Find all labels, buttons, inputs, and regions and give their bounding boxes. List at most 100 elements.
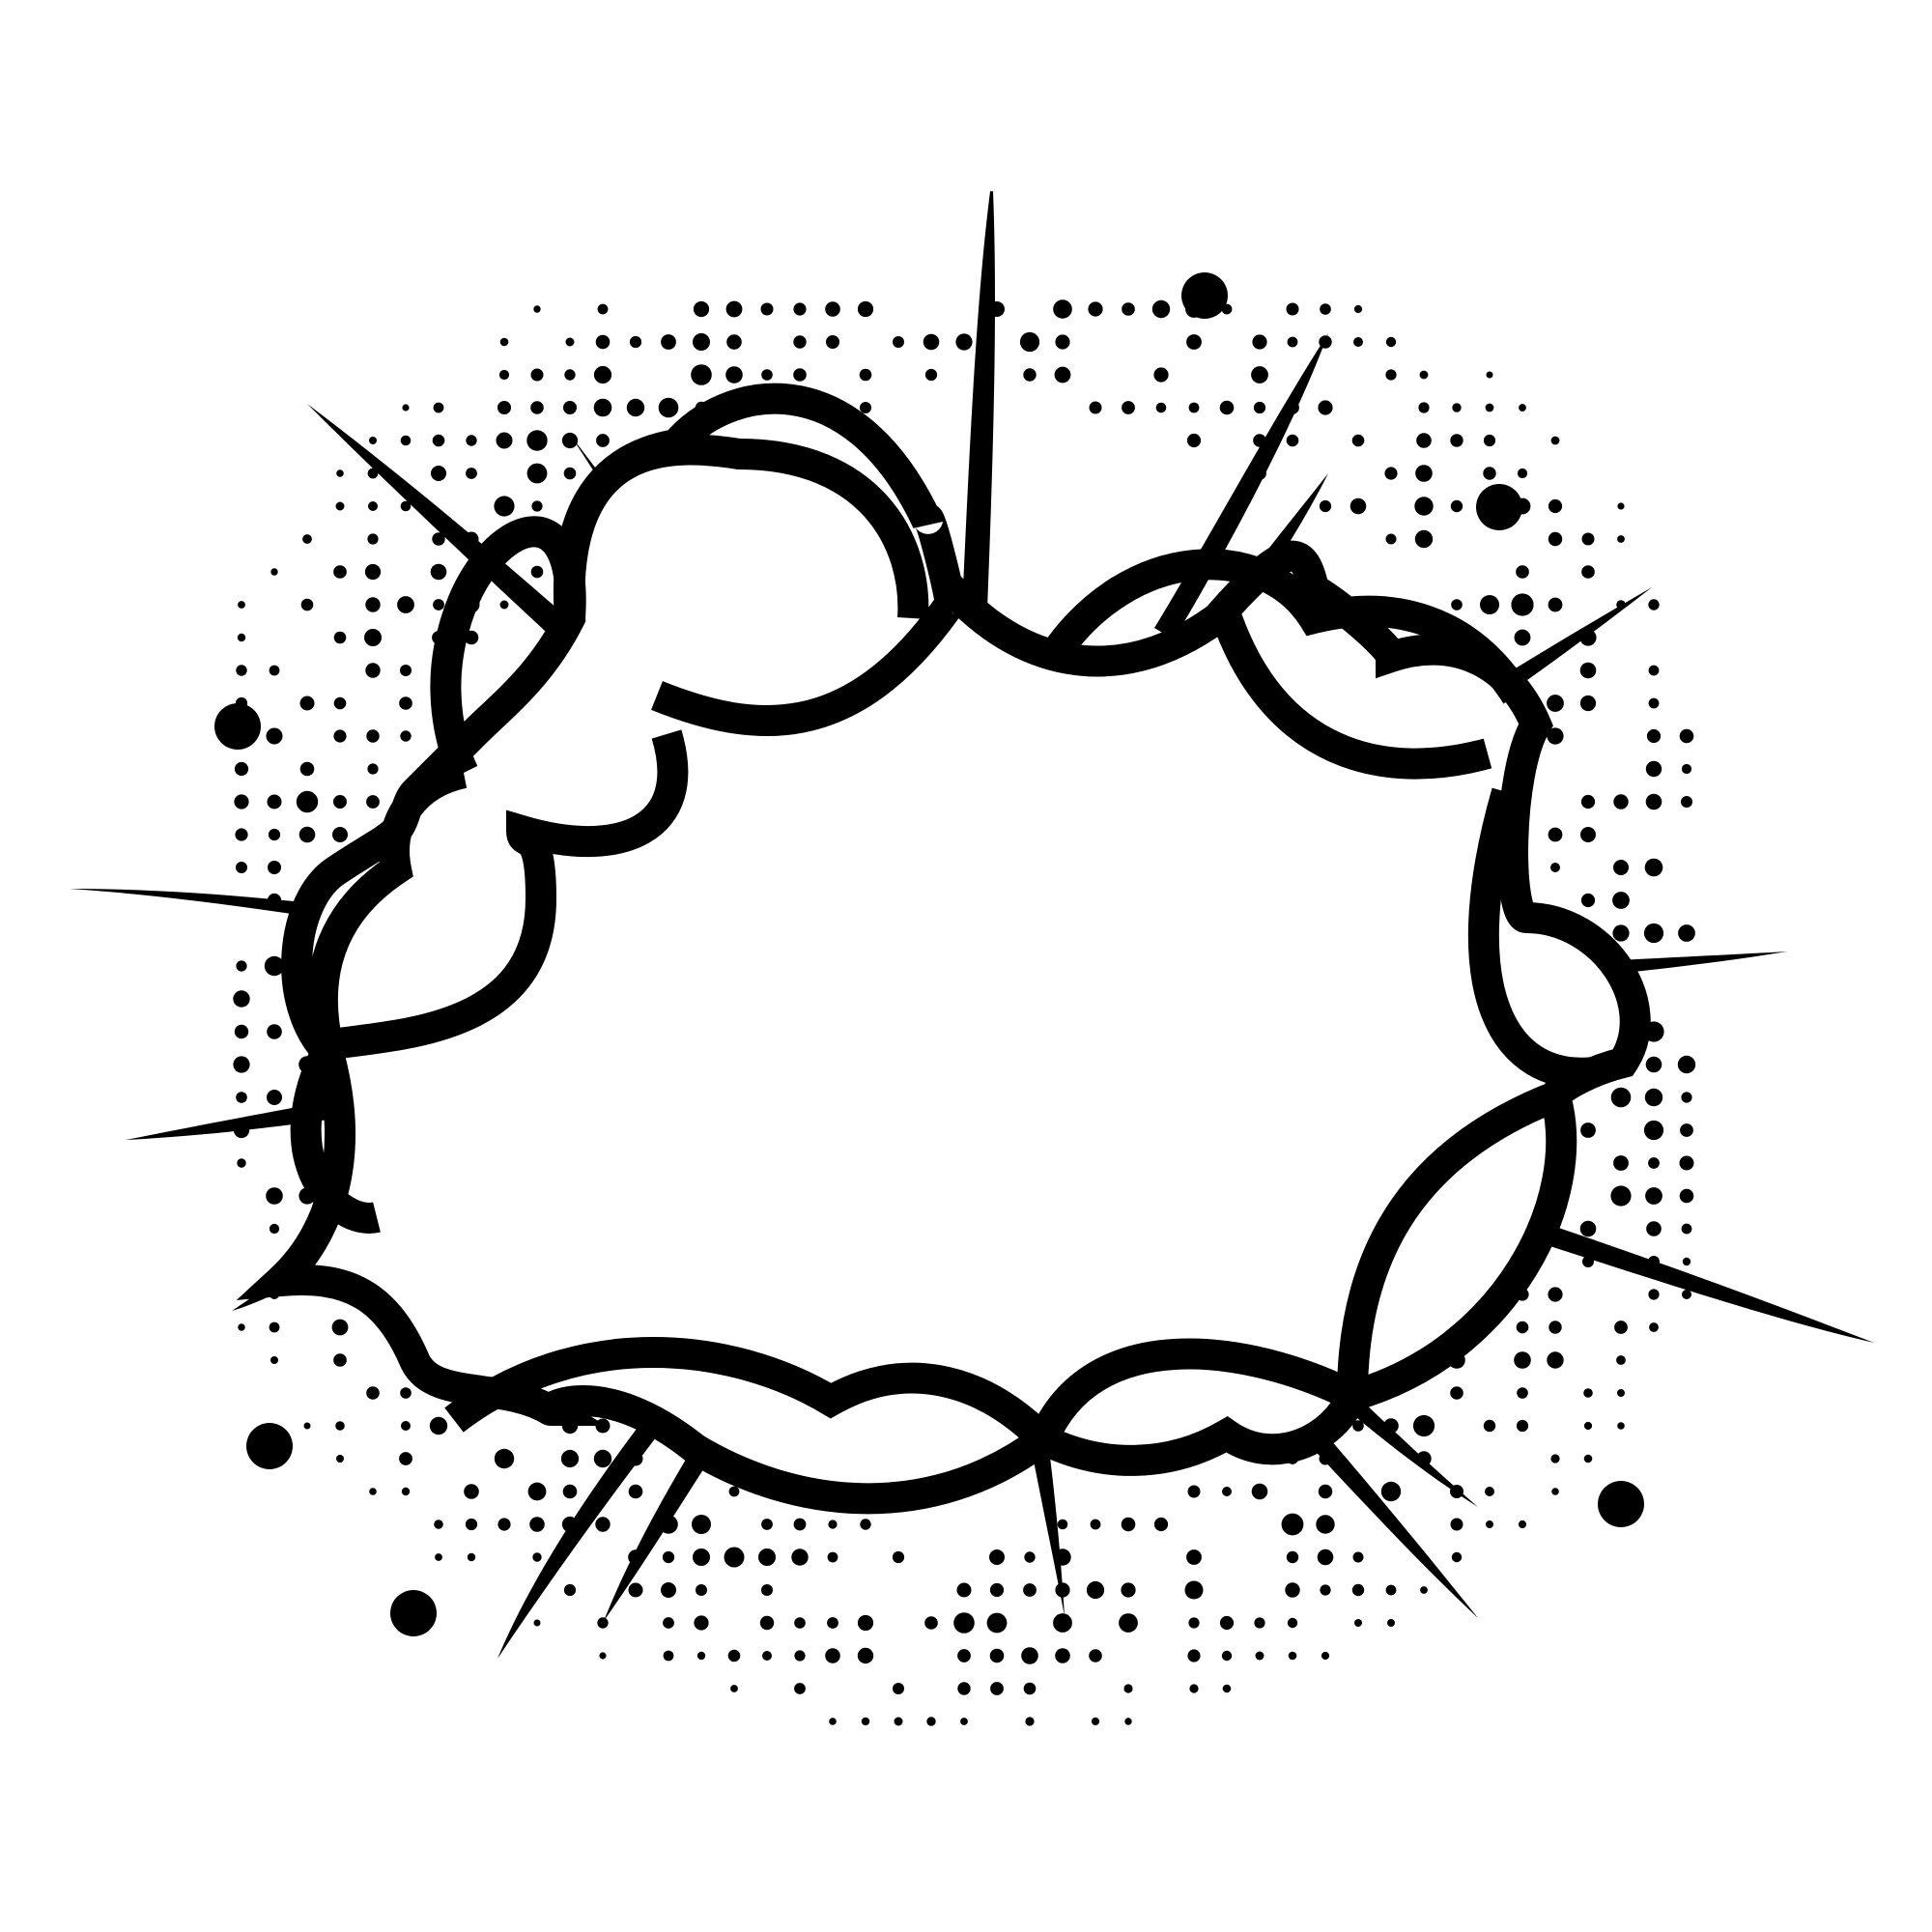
halftone-dot	[1316, 1515, 1335, 1534]
halftone-dot	[1055, 1648, 1070, 1663]
halftone-dot	[367, 763, 379, 775]
halftone-dot	[299, 696, 315, 711]
halftone-dot	[727, 1649, 741, 1662]
halftone-dot	[693, 300, 710, 318]
halftone-dot	[234, 761, 249, 777]
halftone-dot	[397, 596, 414, 613]
halftone-dot	[296, 790, 319, 813]
halftone-dot	[1579, 1220, 1597, 1237]
halftone-dot	[399, 696, 412, 710]
halftone-dot	[1219, 1615, 1235, 1631]
halftone-dot	[629, 335, 642, 349]
halftone-dot	[498, 369, 510, 381]
halftone-dot	[1354, 1619, 1362, 1627]
halftone-dot	[1645, 1056, 1662, 1073]
halftone-dot	[761, 1519, 773, 1530]
halftone-dot	[1548, 597, 1563, 612]
halftone-dot	[336, 469, 344, 477]
halftone-dot	[238, 601, 245, 609]
halftone-dot	[563, 401, 577, 414]
halftone-dot	[1450, 499, 1463, 513]
halftone-dot	[1613, 1155, 1629, 1171]
halftone-dot	[1645, 760, 1662, 778]
halftone-dot	[1123, 1684, 1133, 1693]
halftone-dot	[860, 402, 871, 413]
halftone-dot	[1514, 629, 1531, 646]
halftone-dot	[1385, 533, 1397, 545]
halftone-dot	[1648, 599, 1660, 611]
halftone-dot	[957, 1649, 971, 1662]
halftone-dot	[761, 1584, 773, 1596]
halftone-dot	[593, 1449, 612, 1468]
halftone-dot	[298, 826, 316, 843]
halftone-dot	[238, 1323, 245, 1331]
halftone-dot	[1285, 1582, 1300, 1598]
halftone-dot	[333, 631, 347, 644]
halftone-dot	[825, 1648, 840, 1663]
halftone-dot	[367, 533, 379, 545]
lobe-right-upper	[1211, 612, 1492, 780]
halftone-dot	[1321, 1651, 1330, 1661]
halftone-dot	[827, 1551, 838, 1563]
halftone-dot	[563, 467, 577, 480]
halftone-dot	[1486, 371, 1493, 379]
halftone-dot	[892, 1550, 905, 1564]
halftone-dot	[825, 301, 840, 317]
halftone-dot	[1415, 465, 1433, 482]
halftone-dot	[266, 727, 283, 745]
halftone-dot	[267, 1024, 282, 1039]
halftone-dot	[269, 1321, 280, 1333]
halftone-dot	[894, 1717, 903, 1726]
halftone-dot	[402, 404, 410, 412]
halftone-dot	[926, 1717, 936, 1726]
halftone-dot	[1580, 794, 1596, 810]
halftone-dot	[725, 366, 743, 384]
halftone-dot	[692, 1515, 711, 1534]
halftone-dot	[467, 1552, 476, 1562]
halftone-dot	[400, 435, 412, 446]
halftone-dot	[1287, 336, 1298, 348]
halftone-dot	[530, 401, 544, 414]
halftone-dot	[1281, 1513, 1304, 1536]
halftone-dot	[1286, 434, 1299, 447]
halftone-dot	[333, 696, 347, 710]
halftone-dot	[1649, 1322, 1659, 1332]
lobe-right	[1467, 787, 1596, 1089]
halftone-dot	[1122, 401, 1135, 414]
halftone-dot	[1483, 1419, 1496, 1433]
halftone-dot	[691, 364, 712, 385]
halftone-dot	[761, 369, 773, 381]
halftone-dot	[794, 1650, 806, 1662]
halftone-dot	[1682, 1257, 1691, 1266]
halftone-dot	[1644, 1088, 1663, 1107]
halftone-dot	[724, 1547, 745, 1568]
halftone-dot	[236, 1092, 247, 1103]
halftone-dot	[237, 1158, 246, 1168]
halftone-dot	[658, 397, 679, 418]
halftone-dot	[1155, 402, 1167, 413]
halftone-dot	[1516, 1419, 1529, 1433]
halftone-dot	[1547, 1351, 1564, 1369]
halftone-dot	[1648, 1157, 1660, 1169]
halftone-dot	[1483, 434, 1496, 447]
halftone-dot	[369, 437, 377, 444]
halftone-dot	[236, 960, 247, 972]
halftone-dot	[1416, 433, 1432, 448]
dot	[390, 1590, 437, 1636]
halftone-dot	[1184, 1580, 1204, 1600]
halftone-dot	[264, 955, 285, 977]
halftone-dot	[233, 990, 250, 1008]
halftone-dot	[725, 300, 743, 318]
halftone-dot	[561, 432, 579, 449]
halftone-dot	[400, 665, 412, 676]
halftone-dot	[989, 1648, 1005, 1663]
halftone-dot	[596, 434, 610, 447]
halftone-dot	[1680, 1123, 1693, 1137]
halftone-dot	[1610, 1185, 1632, 1207]
halftone-dot	[335, 1421, 345, 1431]
halftone-dot	[593, 365, 612, 384]
halftone-dot	[466, 468, 477, 479]
halftone-dot	[1319, 499, 1332, 513]
halftone-dot	[1387, 1619, 1395, 1627]
halftone-dot	[1055, 334, 1070, 350]
